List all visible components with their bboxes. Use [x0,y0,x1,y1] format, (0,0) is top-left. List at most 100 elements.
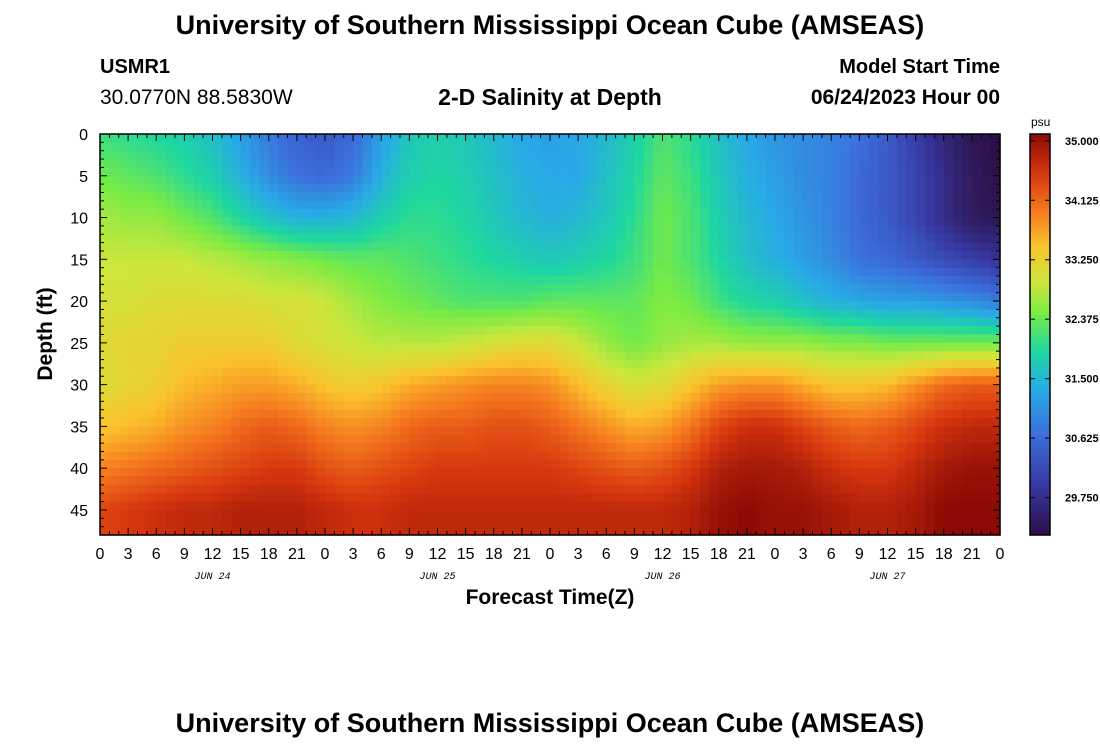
heatmap-cell [634,418,645,427]
heatmap-cell [390,175,401,185]
heatmap-cell [165,409,176,419]
heatmap-cell [596,276,607,285]
heatmap-cell [990,225,1001,235]
heatmap-cell [306,484,317,494]
heatmap-cell [521,301,532,311]
heatmap-cell [765,225,776,235]
heatmap-cell [681,434,692,444]
heatmap-cell [634,292,645,302]
heatmap-cell [671,142,682,152]
heatmap-cell [653,276,664,285]
heatmap-cell [728,392,739,402]
heatmap-cell [193,342,204,352]
heatmap-cell [287,242,298,252]
heatmap-cell [475,351,485,361]
heatmap-cell [446,242,457,252]
heatmap-cell [943,192,954,202]
heatmap-cell [390,200,401,210]
heatmap-cell [943,167,954,177]
heatmap-cell [334,200,345,210]
heatmap-cell [409,476,420,486]
heatmap-cell [184,342,195,352]
heatmap-cell [625,351,635,361]
heatmap-cell [259,367,270,377]
heatmap-cell [868,468,879,478]
heatmap-cell [371,192,382,202]
heatmap-cell [906,242,917,252]
heatmap-cell [850,426,860,436]
heatmap-cell [437,317,448,327]
heatmap-cell [821,184,832,194]
heatmap-cell [418,434,429,444]
heatmap-cell [653,443,664,453]
heatmap-cell [868,509,879,519]
heatmap-cell [193,317,204,327]
heatmap-cell [362,509,373,519]
heatmap-cell [625,209,635,219]
heatmap-cell [896,392,907,402]
heatmap-cell [887,468,898,478]
heatmap-cell [240,501,251,511]
heatmap-cell [634,134,645,143]
heatmap-cell [521,250,532,260]
heatmap-cell [990,175,1001,185]
heatmap-cell [878,409,889,419]
heatmap-cell [662,451,673,461]
heatmap-cell [465,434,476,444]
heatmap-cell [193,468,204,478]
heatmap-cell [278,409,289,419]
heatmap-cell [409,451,420,461]
heatmap-cell [540,493,551,503]
heatmap-cell [400,493,410,503]
heatmap-cell [221,276,232,285]
heatmap-cell [381,267,392,277]
heatmap-cell [925,409,935,419]
heatmap-cell [690,309,701,319]
heatmap-cell [925,250,935,260]
heatmap-cell [831,409,842,419]
heatmap-cell [390,217,401,227]
heatmap-cell [418,509,429,519]
heatmap-cell [353,367,364,377]
heatmap-cell [953,292,964,302]
heatmap-cell [109,434,120,444]
heatmap-cell [390,167,401,177]
heatmap-cell [662,284,673,294]
heatmap-cell [737,443,748,453]
heatmap-cell [409,418,420,427]
heatmap-cell [315,250,326,260]
heatmap-cell [615,443,626,453]
heatmap-cell [343,167,354,177]
heatmap-cell [531,267,542,277]
heatmap-cell [484,526,495,536]
heatmap-cell [165,276,176,285]
heatmap-cell [643,359,654,369]
heatmap-cell [906,518,917,528]
heatmap-cell [212,493,223,503]
heatmap-cell [812,434,823,444]
heatmap-cell [578,225,589,235]
heatmap-cell [465,209,476,219]
heatmap-cell [615,284,626,294]
heatmap-cell [634,409,645,419]
heatmap-cell [221,518,232,528]
heatmap-cell [559,418,570,427]
heatmap-cell [250,367,260,377]
heatmap-cell [390,250,401,260]
heatmap-cell [971,359,982,369]
heatmap-cell [578,409,589,419]
heatmap-cell [306,276,317,285]
heatmap-cell [821,150,832,160]
heatmap-cell [709,484,720,494]
heatmap-cell [193,326,204,336]
heatmap-cell [737,150,748,160]
heatmap-cell [971,217,982,227]
heatmap-cell [756,326,767,336]
heatmap-cell [831,367,842,377]
heatmap-cell [184,301,195,311]
heatmap-cell [184,392,195,402]
heatmap-cell [512,276,523,285]
heatmap-cell [831,242,842,252]
heatmap-cell [428,468,439,478]
heatmap-cell [737,376,748,386]
